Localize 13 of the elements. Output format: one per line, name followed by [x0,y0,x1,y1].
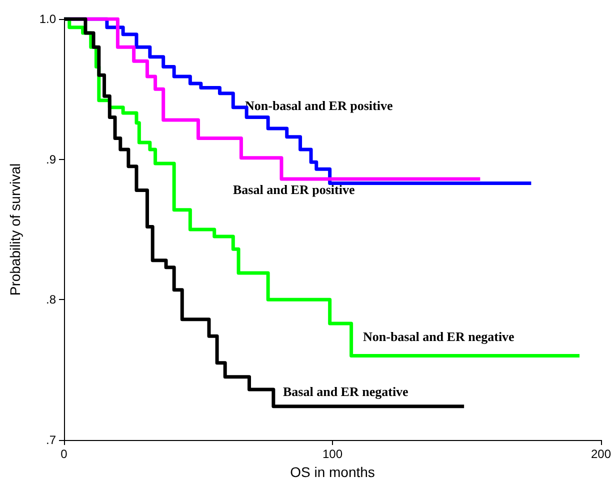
x-axis-title: OS in months [290,464,375,480]
y-tick-label: .9 [46,152,56,166]
x-tick-label: 100 [322,447,343,461]
series-label: Basal and ER positive [233,182,355,197]
y-tick-label: 1.0 [39,12,56,26]
series-label: Basal and ER negative [283,384,409,399]
x-tick-label: 0 [60,447,68,461]
x-tick-label: 200 [590,447,612,461]
series-label: Non-basal and ER negative [363,329,515,344]
y-tick-label: .7 [46,433,56,447]
y-axis-title: Probability of survival [7,163,23,296]
y-tick-label: .8 [46,292,56,307]
series-label: Non-basal and ER positive [245,98,393,113]
